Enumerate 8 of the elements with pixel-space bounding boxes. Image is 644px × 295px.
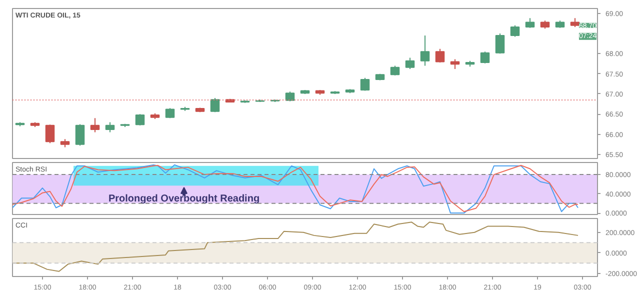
candlestick [420,35,430,66]
candlestick [435,48,445,64]
band-label: Prolonged Overbought Reading [108,193,260,204]
candlestick [90,118,100,133]
candlestick [405,57,415,70]
candlestick [450,58,460,70]
candlestick [105,122,115,133]
candlestick [525,18,535,28]
